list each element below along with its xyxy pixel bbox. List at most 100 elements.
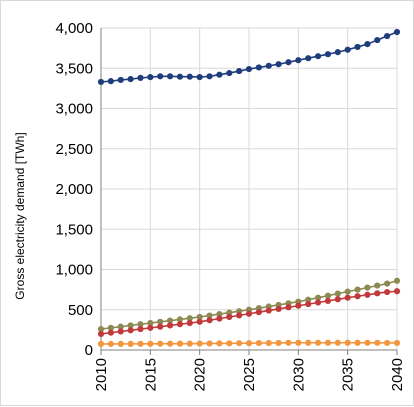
data-point [107,340,114,348]
x-tick-label: 2020 [192,358,209,391]
data-point [147,340,154,347]
x-tick-label: 2010 [93,358,110,391]
data-point [344,288,351,295]
data-point [117,76,124,84]
data-point [117,340,124,347]
data-point [147,74,154,81]
data-point [384,288,391,296]
data-point [97,340,105,348]
data-point [137,74,144,82]
data-point [216,340,223,347]
y-tick-label: 3,500 [55,60,93,77]
x-tick-label: 2030 [290,358,307,391]
data-point [226,69,233,77]
data-point [275,305,282,313]
data-point [354,339,361,346]
data-point [97,330,105,337]
data-point [107,324,114,331]
data-point [384,339,391,347]
data-point [364,284,371,291]
data-point [127,76,134,83]
series-layer [97,28,401,348]
gridlines [101,27,398,350]
data-point [255,309,262,316]
data-point [166,340,174,347]
data-point [393,288,401,295]
data-point [236,340,243,347]
series-3 [97,288,401,337]
data-point [206,340,213,347]
y-tick-label: 2,000 [55,181,93,198]
data-point [236,312,243,319]
data-point [107,329,114,336]
data-point [245,310,253,317]
data-point [176,340,184,347]
data-point [206,73,213,80]
data-point [255,64,262,71]
data-point [305,339,312,346]
data-point [384,32,391,40]
x-tick-label: 2035 [340,358,357,391]
data-point [374,339,381,346]
tick-labels: 0 500 1,000 1,500 2,000 2,500 3,000 3,500 4,000 2… [55,20,406,391]
y-tick-label: 500 [68,302,93,319]
y-tick-label: 1,500 [55,221,93,238]
data-point [354,43,361,51]
data-point [285,339,292,346]
data-point [147,319,154,327]
y-tick-label: 3,000 [55,101,93,118]
data-point [314,53,322,60]
data-point [216,71,223,78]
data-point [364,41,371,48]
data-point [374,36,381,44]
data-point [334,339,341,346]
data-point [216,315,223,322]
data-point [137,340,144,347]
data-point [364,291,371,298]
data-point [265,339,272,347]
data-point [216,310,223,318]
x-tick-label: 2015 [142,358,159,391]
data-point [314,299,322,306]
data-point [344,294,351,301]
data-point [305,55,312,62]
data-point [245,340,253,347]
data-point [206,312,213,319]
data-point [354,293,361,300]
data-point [226,313,233,321]
data-point [285,59,292,66]
data-point [157,340,164,347]
data-point [265,307,272,314]
data-point [127,340,134,347]
x-tick-label: 2025 [241,358,258,391]
data-point [186,315,193,322]
data-point [295,339,302,346]
data-point [295,57,302,64]
data-point [107,78,114,85]
data-point [393,277,401,284]
x-tick-label: 2040 [389,358,406,391]
data-point [393,28,401,36]
data-point [97,78,105,86]
data-point [206,317,213,324]
data-point [166,322,174,329]
data-point [226,309,233,316]
data-point [127,327,134,334]
data-point [186,319,193,327]
data-point [176,321,184,328]
data-point [186,340,193,347]
data-point [255,339,262,347]
data-point [97,325,105,333]
data-point [334,296,341,303]
data-point [117,323,124,330]
data-point [384,280,391,287]
data-point [295,302,302,309]
data-point [166,317,174,324]
data-point [166,73,174,80]
data-point [324,297,332,304]
data-point [324,51,332,58]
data-point [157,323,164,330]
y-tick-label: 4,000 [55,20,93,37]
